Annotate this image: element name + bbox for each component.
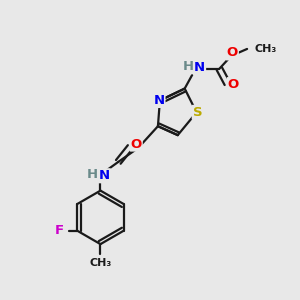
Text: N: N [153, 94, 164, 107]
Text: CH₃: CH₃ [254, 44, 276, 54]
Text: O: O [130, 138, 142, 151]
Text: O: O [228, 78, 239, 91]
Text: CH₃: CH₃ [89, 258, 112, 268]
Text: N: N [194, 61, 205, 74]
Text: H: H [183, 60, 194, 73]
Text: S: S [193, 106, 202, 119]
Text: H: H [87, 168, 98, 181]
Text: N: N [99, 169, 110, 182]
Text: O: O [226, 46, 238, 59]
Text: F: F [55, 224, 64, 237]
